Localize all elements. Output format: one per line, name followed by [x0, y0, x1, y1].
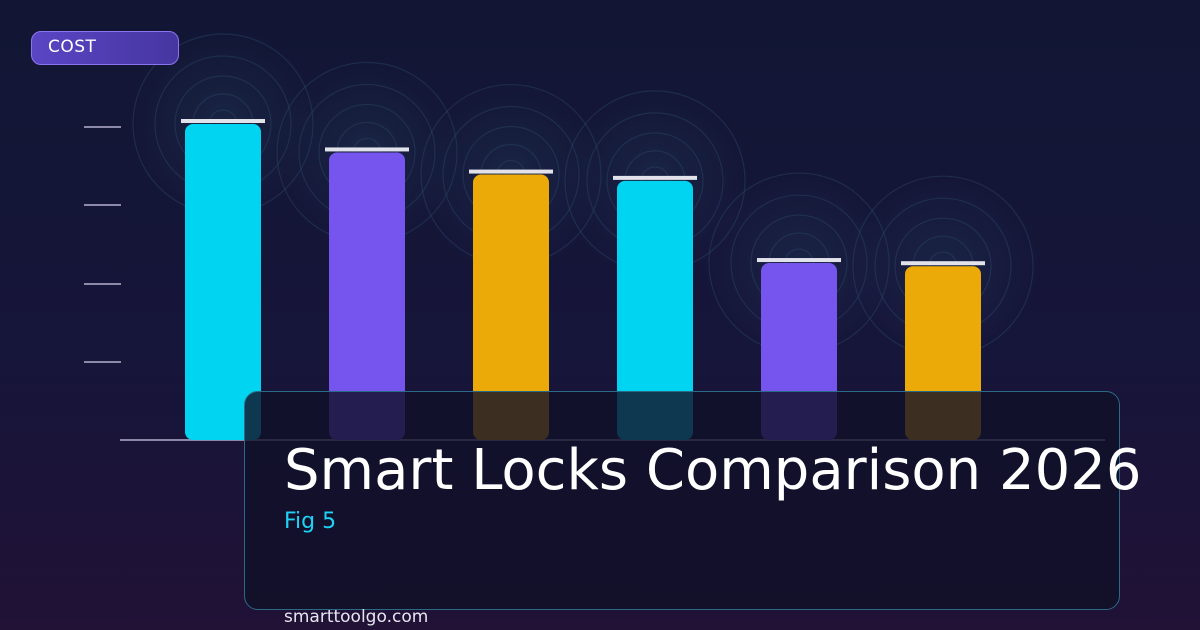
bar-cap-4: [613, 175, 697, 180]
bar-cap-3: [469, 169, 553, 174]
title-card: [244, 391, 1120, 610]
decorative-rings: [128, 29, 1038, 362]
bar-1: [185, 124, 261, 440]
bar-3: [473, 174, 549, 440]
bar-cap-5: [757, 258, 841, 263]
y-axis-ticks: [84, 126, 121, 363]
bar-cap-1: [181, 119, 265, 123]
bar-2: [329, 152, 405, 440]
metric-badge: COST: [31, 31, 179, 65]
bar-cap-2: [325, 147, 409, 152]
site-url: smarttoolgo.com: [284, 607, 429, 627]
metric-badge-label: COST: [48, 37, 97, 57]
bar-4: [617, 180, 693, 440]
figure-subtitle: Fig 5: [284, 509, 337, 534]
bar-cap-6: [901, 261, 985, 266]
page-title: Smart Locks Comparison 2026: [284, 438, 1142, 503]
